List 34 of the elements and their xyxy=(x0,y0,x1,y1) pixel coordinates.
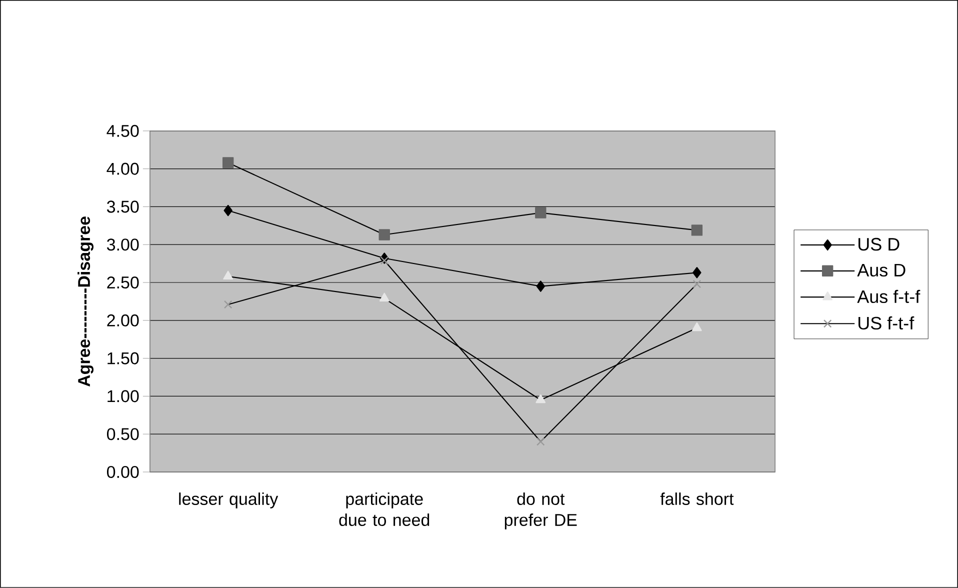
point xyxy=(222,157,234,168)
point xyxy=(224,300,232,309)
y-tick-label: 2.50 xyxy=(107,276,139,289)
point xyxy=(692,322,702,332)
point xyxy=(536,394,546,404)
legend-label: Aus f-t-f xyxy=(857,290,920,304)
x-tick-label: participate due to need xyxy=(339,492,430,526)
point xyxy=(378,229,390,240)
y-tick-label: 3.00 xyxy=(106,238,139,251)
legend-label: US f-t-f xyxy=(858,316,914,330)
point xyxy=(536,438,545,446)
point xyxy=(692,267,702,278)
y-tick-label: 0.50 xyxy=(106,428,139,440)
point xyxy=(535,207,546,218)
point xyxy=(223,270,234,280)
y-tick-label: 4.50 xyxy=(106,124,139,137)
point xyxy=(224,204,232,216)
x-tick-label: do not prefer DE xyxy=(504,492,577,530)
y-tick-label: 1.00 xyxy=(108,390,139,402)
point xyxy=(379,292,390,302)
y-tick-label: 0.00 xyxy=(106,466,139,478)
y-tick-label: 4.00 xyxy=(106,162,139,175)
y-axis-title: Agree---------Disagree xyxy=(78,216,94,387)
x-tick-label: falls short xyxy=(660,492,734,506)
legend-label: Aus D xyxy=(857,264,906,277)
point xyxy=(692,280,702,288)
x-tick-label: lesser quality xyxy=(179,492,278,508)
y-tick-label: 1.50 xyxy=(108,352,139,364)
point xyxy=(691,224,703,236)
point xyxy=(380,256,389,265)
legend-label: US D xyxy=(858,238,900,251)
y-tick-label: 3.50 xyxy=(106,200,139,213)
point xyxy=(536,280,545,292)
y-tick-label: 2.00 xyxy=(107,314,139,326)
